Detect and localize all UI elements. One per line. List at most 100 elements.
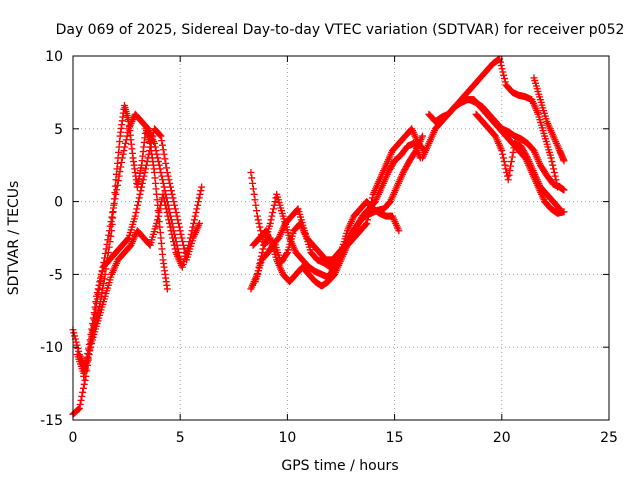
axis-ticks: [72, 55, 610, 421]
data-point: [118, 158, 126, 166]
data-point: [163, 285, 171, 293]
data-point: [255, 219, 263, 227]
data-point: [84, 350, 92, 358]
data-point: [170, 227, 178, 235]
data-point: [74, 344, 82, 352]
data-point: [93, 292, 101, 300]
data-point: [78, 392, 86, 400]
data-point: [395, 227, 403, 235]
data-point: [70, 329, 78, 337]
data-point: [154, 154, 162, 162]
data-point: [254, 216, 262, 224]
data-point: [146, 147, 154, 155]
data-point: [142, 161, 150, 169]
data-point: [163, 168, 171, 176]
series-track-11: [466, 96, 568, 194]
y-tick-label: 5: [54, 122, 63, 138]
data-point: [195, 219, 203, 227]
data-point: [550, 168, 558, 176]
data-point: [153, 150, 161, 158]
data-point: [153, 219, 161, 227]
data-point: [134, 201, 142, 209]
series-track-9: [418, 55, 562, 191]
y-tick-label: -10: [40, 340, 63, 356]
data-point: [97, 270, 105, 278]
data-point: [115, 172, 123, 180]
data-point: [117, 163, 125, 171]
data-point: [82, 359, 90, 367]
data-point: [560, 157, 568, 165]
data-point: [179, 241, 187, 249]
y-axis-label: SDTVAR / TECUs: [6, 181, 22, 296]
data-point: [197, 187, 205, 195]
data-marks: [69, 55, 568, 418]
series-track-3: [73, 110, 184, 377]
data-point: [142, 165, 150, 173]
tick-labels: 0 5 10 15 20 25 -15 -10 -5 0 5 10: [40, 49, 618, 446]
x-tick-label: 15: [386, 430, 404, 446]
data-point: [109, 209, 117, 217]
data-point: [112, 190, 120, 198]
data-point: [74, 406, 82, 414]
data-point: [164, 172, 172, 180]
data-point: [105, 231, 113, 239]
data-point: [550, 165, 558, 173]
data-point: [137, 187, 145, 195]
data-point: [143, 158, 151, 166]
data-point: [499, 150, 507, 158]
x-tick-label: 20: [493, 430, 511, 446]
data-point: [165, 205, 173, 213]
data-point: [85, 345, 93, 353]
x-tick-label: 0: [69, 430, 78, 446]
data-point: [172, 238, 180, 246]
data-point: [196, 190, 204, 198]
data-point: [509, 148, 517, 156]
data-point: [120, 147, 128, 155]
data-point: [555, 204, 563, 212]
data-point: [110, 199, 118, 207]
data-point: [132, 209, 140, 217]
data-point: [153, 216, 161, 224]
data-point: [161, 187, 169, 195]
data-point: [249, 185, 257, 193]
data-point: [162, 159, 170, 167]
series-track-4: [80, 125, 203, 380]
data-point: [248, 174, 256, 182]
data-point: [167, 187, 175, 195]
data-point: [191, 212, 199, 220]
data-point: [168, 219, 176, 227]
data-point: [106, 222, 114, 230]
data-point: [147, 139, 155, 147]
data-point: [155, 209, 163, 217]
y-tick-label: -5: [49, 267, 63, 283]
data-point: [194, 198, 202, 206]
data-point: [507, 158, 515, 166]
data-point: [247, 168, 255, 176]
data-point: [133, 205, 141, 213]
data-point: [167, 183, 175, 191]
data-point: [88, 325, 96, 333]
data-point: [145, 150, 153, 158]
data-point: [171, 230, 179, 238]
data-point: [177, 230, 185, 238]
data-point: [86, 336, 94, 344]
data-point: [411, 148, 419, 156]
data-point: [164, 201, 172, 209]
data-point: [170, 198, 178, 206]
grid-lines: [73, 56, 609, 420]
data-point: [268, 212, 276, 220]
series-track-10: [425, 96, 568, 217]
data-point: [80, 372, 88, 380]
data-point: [98, 267, 106, 275]
y-tick-label: 10: [45, 49, 63, 65]
data-point: [551, 172, 559, 180]
data-point: [175, 249, 183, 257]
data-point: [85, 346, 93, 354]
data-point: [146, 143, 154, 151]
data-point: [198, 183, 206, 191]
data-point: [363, 219, 371, 227]
data-point: [131, 212, 139, 220]
data-point: [97, 274, 105, 282]
data-point: [122, 139, 130, 147]
